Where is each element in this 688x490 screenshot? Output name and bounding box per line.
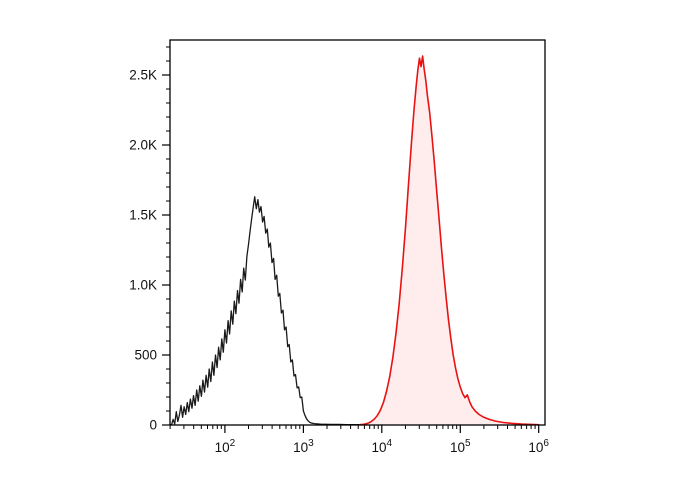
axis-ticks — [162, 46, 540, 433]
x-tick-label: 105 — [450, 438, 471, 455]
y-tick-label: 2.0K — [129, 138, 157, 153]
x-tick-label: 102 — [215, 438, 236, 455]
axis-labels: 102 103 104 105 106 0 500 1.0K 1.5K 2.0K 2.5K — [129, 68, 549, 456]
x-tick-label: 103 — [293, 438, 314, 455]
x-tick-label: 106 — [528, 438, 549, 455]
unstained-control-curve — [169, 196, 363, 426]
y-tick-label: 0 — [149, 418, 157, 433]
x-tick-label: 104 — [372, 438, 393, 455]
y-tick-label: 500 — [134, 348, 157, 363]
y-tick-label: 2.5K — [129, 68, 157, 83]
plot-frame — [169, 39, 546, 426]
stained-sample-curve — [359, 55, 540, 426]
y-tick-label: 1.0K — [129, 278, 157, 293]
stained-sample-fill — [359, 56, 539, 425]
y-tick-label: 1.5K — [129, 208, 157, 223]
